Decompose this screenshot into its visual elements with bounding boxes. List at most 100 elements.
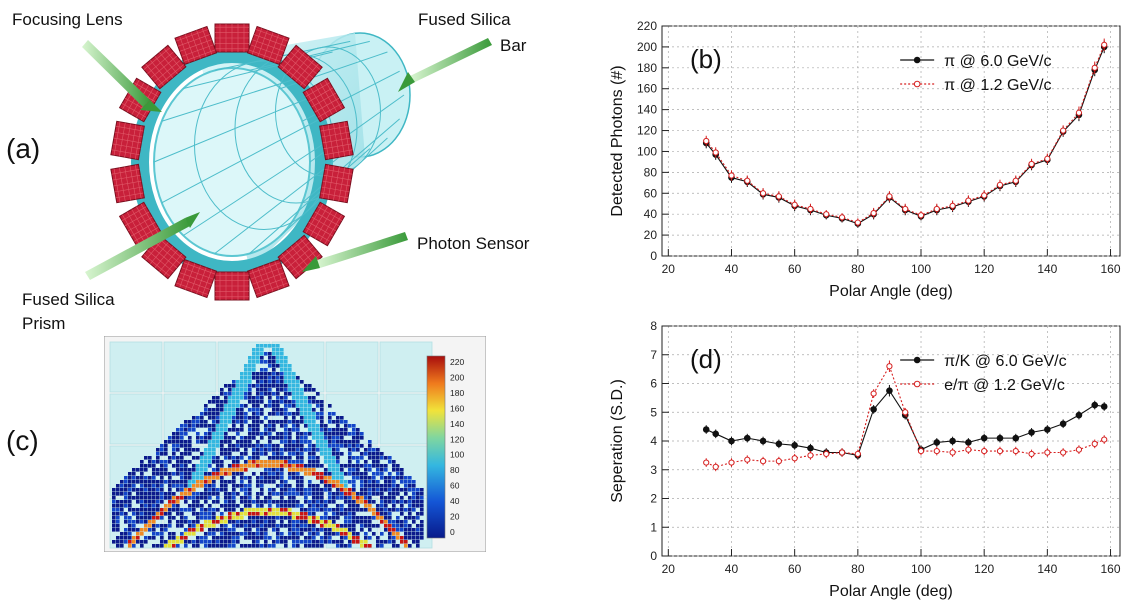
colorbar-tick-label: 0 [450,527,455,537]
data-point [791,442,798,449]
data-point [1075,411,1083,419]
legend-entry: π/K @ 6.0 GeV/c [944,353,1066,370]
data-point [1012,447,1019,455]
data-point [996,447,1004,455]
x-tick-label: 40 [725,562,739,576]
data-point [775,440,783,448]
data-point [702,426,710,433]
data-point [807,205,814,213]
data-point [1012,434,1020,442]
x-tick-label: 40 [725,262,739,276]
data-point [728,459,735,466]
data-point [965,446,972,453]
sensor-tile [163,341,217,393]
photon-sensor-tile [110,120,145,161]
data-point [933,447,940,455]
photon-sensor-tile [174,25,218,66]
series-secondary [703,38,1108,227]
legend-entry: e/π @ 1.2 GeV/c [944,377,1065,394]
photon-sensors [110,23,354,301]
y-tick-label: 200 [637,40,657,54]
data-point [933,439,941,446]
data-point [981,447,988,455]
photon-sensor-tile [246,25,290,66]
panel-tag: (d) [690,344,722,374]
data-point [1075,109,1083,116]
data-point [1091,401,1099,409]
label-fused-silica-prism-line2: Prism [22,314,66,333]
y-tick-label: 40 [644,207,658,221]
y-tick-label: 7 [650,348,657,362]
arrow-bar [410,38,492,82]
photon-sensor-tile [110,163,145,204]
y-tick-label: 220 [637,19,657,33]
y-tick-label: 0 [650,549,657,563]
x-tick-label: 100 [911,262,931,276]
sensor-tile [109,393,163,445]
data-point [1075,446,1083,453]
data-point [996,434,1004,442]
panel-a-tag: (a) [6,133,41,164]
y-tick-label: 2 [650,492,657,506]
panel-tag: (b) [690,44,722,74]
sensor-tile [379,445,433,497]
data-point [886,193,893,200]
y-tick-label: 60 [644,186,658,200]
data-point [1044,449,1051,456]
data-point [744,177,751,184]
x-tick-label: 160 [1101,262,1121,276]
x-tick-label: 160 [1101,562,1121,576]
legend-entry: π @ 1.2 GeV/c [944,77,1051,94]
data-point [775,458,782,465]
data-point [886,387,893,394]
data-point [1100,403,1108,410]
colorbar-tick-label: 20 [450,512,460,522]
data-point [743,434,751,442]
data-point [1101,41,1108,48]
data-point [775,193,782,200]
data-point [838,214,846,221]
data-point [1060,127,1067,134]
data-point [703,459,710,466]
data-point [870,210,877,217]
data-point [1091,440,1098,447]
colorbar-tick-label: 120 [450,434,464,444]
colorbar-tick-label: 140 [450,419,464,429]
data-point [1044,426,1051,433]
y-axis-label: Seperation (S.D.) [609,379,626,503]
data-point [1028,450,1035,458]
data-point [917,447,925,455]
x-tick-label: 20 [662,562,676,576]
data-point [1101,436,1108,443]
photon-sensor-tile [214,23,250,53]
x-tick-label: 80 [851,262,865,276]
photon-sensor-tile [246,258,290,299]
sensor-tile [325,341,379,393]
photon-sensor-tile [302,201,346,247]
data-point [886,363,893,370]
colorbar-tick-label: 40 [450,496,460,506]
colorbar-tick-label: 160 [450,403,464,413]
photon-sensor-tile [174,258,218,299]
data-point [949,202,956,209]
y-tick-label: 6 [650,377,657,391]
data-point [703,137,710,145]
sensor-tile [379,341,433,393]
x-tick-label: 140 [1037,262,1057,276]
label-fused-silica-bar-line2: Bar [500,36,527,55]
data-point [965,197,972,204]
data-point [854,450,861,458]
x-tick-label: 140 [1037,562,1057,576]
x-tick-label: 100 [911,562,931,576]
sensor-tile [109,341,163,393]
y-tick-label: 4 [650,434,657,448]
data-point [949,437,956,445]
y-tick-label: 8 [650,319,657,333]
x-tick-label: 60 [788,562,802,576]
y-tick-label: 1 [650,520,657,534]
label-fused-silica-bar-line1: Fused Silica [418,10,511,29]
x-tick-label: 80 [851,562,865,576]
data-point [981,192,988,199]
